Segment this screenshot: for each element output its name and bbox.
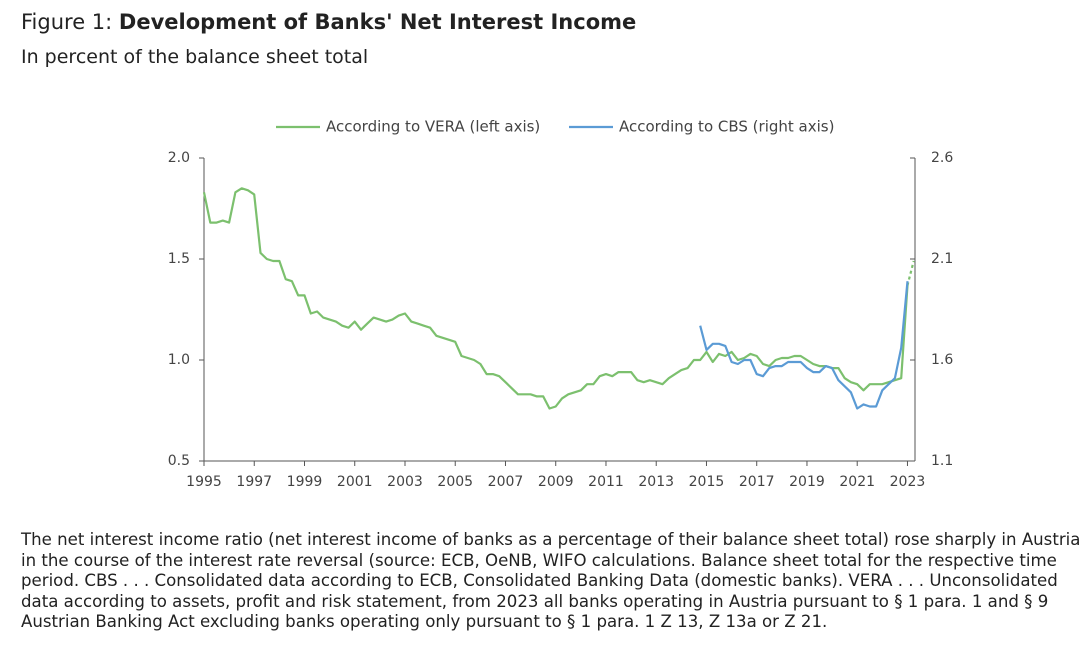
x-tick-label: 2011 — [588, 474, 624, 490]
x-tick-label: 2001 — [337, 474, 373, 490]
x-tick-label: 1997 — [236, 474, 272, 490]
y-tick-label: 1.5 — [168, 251, 190, 267]
y2-tick-label: 2.1 — [931, 251, 953, 267]
x-tick-label: 1999 — [287, 474, 323, 490]
x-tick-label: 2021 — [839, 474, 875, 490]
chart-title: Development of Banks' Net Interest Incom… — [118, 10, 637, 34]
y2-tick-label: 1.6 — [931, 352, 953, 368]
x-tick-label: 2023 — [890, 474, 926, 490]
y2-tick-label: 2.6 — [931, 150, 953, 166]
series-line — [699, 281, 909, 410]
x-tick-label: 2015 — [689, 474, 725, 490]
x-tick-label: 2007 — [488, 474, 524, 490]
x-tick-label: 2013 — [638, 474, 674, 490]
legend-label: According to VERA (left axis) — [326, 118, 540, 136]
series-line — [202, 187, 909, 410]
y-tick-label: 0.5 — [168, 453, 190, 469]
x-tick-label: 2005 — [437, 474, 473, 490]
note: The net interest income ratio (net inter… — [21, 530, 1081, 631]
x-tick-label: 2019 — [789, 474, 825, 490]
figure-label: Figure 1: — [21, 10, 113, 34]
x-tick-label: 2017 — [739, 474, 775, 490]
subtitle: In percent of the balance sheet total — [21, 46, 369, 68]
heading: Figure 1: Development of Banks' Net Inte… — [21, 10, 636, 34]
legend-label: According to CBS (right axis) — [619, 118, 834, 136]
x-tick-label: 2009 — [538, 474, 574, 490]
x-tick-label: 2003 — [387, 474, 423, 490]
y2-tick-label: 1.1 — [931, 453, 953, 469]
chart: 0.5 1.0 1.5 2.0 1.1 1.6 2.1 2.6 1995 1997 1999 2001… — [168, 118, 954, 491]
y-tick-label: 1.0 — [168, 352, 190, 368]
y-tick-label: 2.0 — [168, 150, 190, 166]
series-line — [906, 260, 915, 286]
x-tick-label: 1995 — [186, 474, 222, 490]
